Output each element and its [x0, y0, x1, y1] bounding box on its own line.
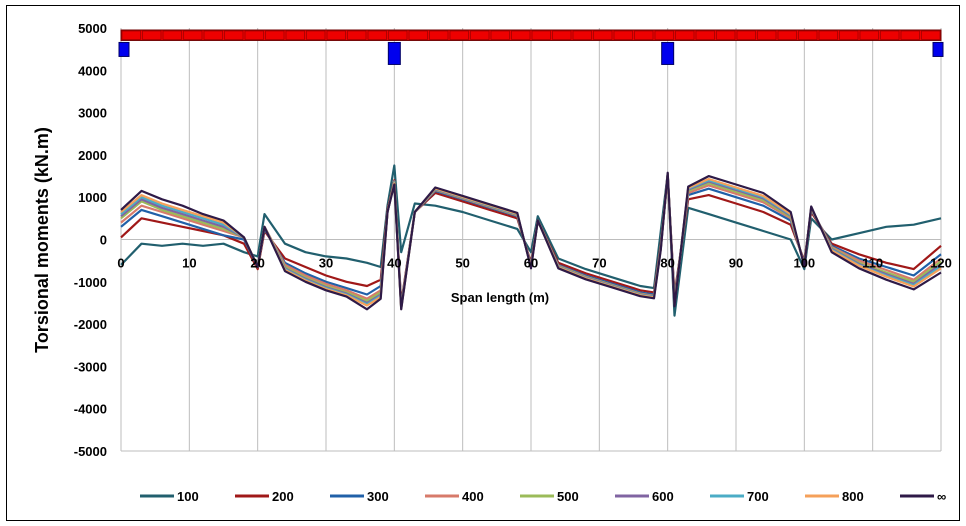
- load-bar-segment: [142, 30, 162, 40]
- load-bar-segment: [777, 30, 797, 40]
- load-bar-segment: [839, 30, 859, 40]
- y-tick-label: -2000: [74, 317, 107, 332]
- load-bar-segment: [347, 30, 367, 40]
- x-tick-label: 80: [660, 256, 674, 271]
- series-line-∞: [120, 171, 942, 311]
- legend-label-500: 500: [557, 489, 579, 504]
- y-tick-label: -3000: [74, 359, 107, 374]
- load-bar-segment: [121, 30, 141, 40]
- load-bar-segment: [388, 30, 408, 40]
- tick-layer: 500040003000200010000-1000-2000-3000-400…: [74, 21, 952, 459]
- load-bar-segment: [203, 30, 223, 40]
- load-bar-segment: [183, 30, 203, 40]
- load-bar-segment: [326, 30, 346, 40]
- load-bar-segment: [572, 30, 592, 40]
- load-bar-segment: [490, 30, 510, 40]
- series-layer: [120, 164, 942, 317]
- legend: 100 200 300 400 500 600 700 800 ∞: [140, 489, 946, 504]
- load-bar-segment: [552, 30, 572, 40]
- x-tick-label: 70: [592, 256, 606, 271]
- load-bar-segment: [429, 30, 449, 40]
- x-tick-label: 120: [930, 256, 952, 271]
- load-bar-segment: [859, 30, 879, 40]
- y-tick-label: 4000: [78, 63, 107, 78]
- load-bar-segment: [306, 30, 326, 40]
- load-bar-segment: [818, 30, 838, 40]
- x-tick-label: 30: [319, 256, 333, 271]
- legend-label-200: 200: [272, 489, 294, 504]
- load-bar-segment: [265, 30, 285, 40]
- grid-layer: [120, 28, 942, 452]
- legend-label-300: 300: [367, 489, 389, 504]
- load-bar-segment: [695, 30, 715, 40]
- load-bar-segment: [449, 30, 469, 40]
- load-bar-segment: [162, 30, 182, 40]
- load-bar-segment: [367, 30, 387, 40]
- load-bar-segment: [285, 30, 305, 40]
- load-bar-segment: [798, 30, 818, 40]
- load-bar-segment: [613, 30, 633, 40]
- support-2: [661, 41, 675, 65]
- load-bar-segment: [757, 30, 777, 40]
- load-bar-segment: [470, 30, 490, 40]
- y-tick-label: -4000: [74, 402, 107, 417]
- load-bar-segment: [880, 30, 900, 40]
- load-bar-segment: [224, 30, 244, 40]
- y-tick-label: 5000: [78, 21, 107, 36]
- series-line-100: [120, 164, 942, 317]
- load-bar-segment: [634, 30, 654, 40]
- load-bar-segment: [531, 30, 551, 40]
- load-bar-segment: [654, 30, 674, 40]
- y-tick-label: -5000: [74, 444, 107, 459]
- support-1: [387, 41, 401, 65]
- load-bar-segment: [675, 30, 695, 40]
- x-tick-label: 110: [862, 256, 883, 271]
- beam-layer: [118, 29, 944, 65]
- x-tick-label: 20: [250, 256, 264, 271]
- load-bar-segment: [244, 30, 264, 40]
- legend-label-600: 600: [652, 489, 674, 504]
- support-0: [118, 41, 130, 57]
- x-tick-label: 50: [455, 256, 469, 271]
- legend-label-400: 400: [462, 489, 484, 504]
- load-bar-segment: [900, 30, 920, 40]
- x-axis-title: Span length (m): [451, 290, 549, 305]
- legend-label-100: 100: [177, 489, 199, 504]
- load-bar-segment: [593, 30, 613, 40]
- y-tick-label: 2000: [78, 148, 107, 163]
- y-tick-label: -1000: [74, 275, 107, 290]
- y-axis-title: Torsional moments (kN.m): [32, 127, 52, 353]
- load-bar-segment: [921, 30, 941, 40]
- legend-label-∞: ∞: [937, 489, 946, 504]
- x-tick-label: 10: [182, 256, 196, 271]
- load-bar: [120, 29, 942, 41]
- y-tick-label: 0: [100, 233, 107, 248]
- load-bar-segment: [716, 30, 736, 40]
- y-tick-label: 1000: [78, 190, 107, 205]
- load-bar-segment: [511, 30, 531, 40]
- x-tick-label: 90: [729, 256, 743, 271]
- legend-label-800: 800: [842, 489, 864, 504]
- x-tick-label: 40: [387, 256, 401, 271]
- support-3: [932, 41, 944, 57]
- legend-label-700: 700: [747, 489, 769, 504]
- x-tick-label: 100: [793, 256, 815, 271]
- x-tick-label: 0: [117, 256, 124, 271]
- x-tick-label: 60: [524, 256, 538, 271]
- load-bar-segment: [408, 30, 428, 40]
- load-bar-segment: [736, 30, 756, 40]
- y-tick-label: 3000: [78, 106, 107, 121]
